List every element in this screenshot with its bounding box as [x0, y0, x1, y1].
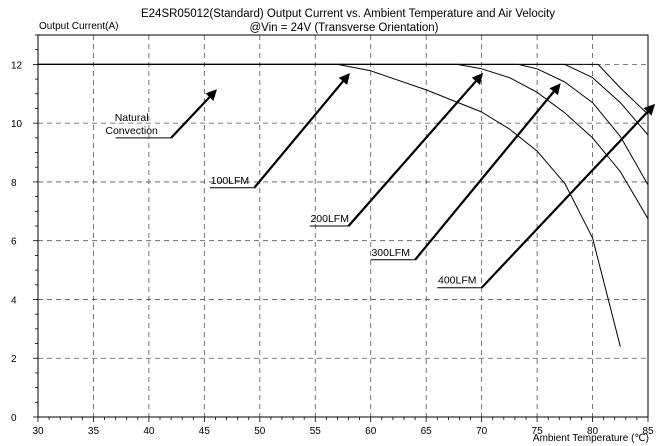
annotation-label: 300LFM [371, 247, 410, 259]
series-line-100lfm [38, 63, 648, 219]
annotation-4: 400LFM [437, 103, 656, 289]
x-tick-label: 65 [421, 426, 433, 437]
x-tick-label: 35 [88, 426, 100, 437]
annotation-arrow [347, 73, 484, 227]
annotation-arrow [480, 103, 656, 289]
annotation-arrow [414, 83, 561, 261]
tick-labels: 30 35 40 45 50 55 60 65 70 75 80 85 0 2 4 6 8 10 12 [11, 60, 654, 437]
series-lines [38, 63, 648, 347]
annotation-label: 100LFM [211, 175, 250, 187]
x-tick-label: 85 [642, 426, 654, 437]
y-tick-label: 10 [11, 119, 23, 130]
y-tick-label: 4 [11, 295, 17, 306]
annotation-3: 300LFM [370, 83, 561, 261]
y-tick-label: 6 [11, 237, 17, 248]
chart-subtitle: @Vin = 24V (Transverse Orientation) [249, 22, 438, 34]
x-tick-label: 55 [310, 426, 322, 437]
annotation-2: 200LFM [309, 73, 484, 227]
x-tick-label: 80 [587, 426, 599, 437]
annotation-1: 100LFM [209, 72, 350, 189]
annotation-arrow [170, 89, 217, 139]
x-tick-label: 70 [476, 426, 488, 437]
annotation-label: 200LFM [310, 213, 349, 225]
y-tick-label: 0 [11, 413, 17, 424]
axes [33, 34, 649, 422]
x-tick-label: 50 [254, 426, 266, 437]
series-400lfm [38, 63, 648, 115]
series-line-natural-convection [38, 63, 621, 347]
x-axis-label: Ambient Temperature (℃) [533, 433, 649, 444]
series-100lfm [38, 63, 648, 219]
x-tick-label: 60 [365, 426, 377, 437]
y-tick-label: 12 [11, 60, 23, 71]
annotation-label: Convection [105, 125, 158, 137]
series-line-400lfm [38, 63, 648, 115]
x-tick-label: 40 [143, 426, 155, 437]
y-axis-label: Output Current(A) [39, 21, 118, 32]
annotation-label: 400LFM [438, 275, 477, 287]
y-tick-label: 2 [11, 354, 17, 365]
annotation-arrow [253, 72, 350, 189]
chart-title: E24SR05012(Standard) Output Current vs. … [141, 8, 555, 20]
annotation-label: Natural [115, 112, 149, 124]
x-tick-label: 75 [532, 426, 544, 437]
y-tick-label: 8 [11, 178, 17, 189]
x-tick-label: 30 [32, 426, 44, 437]
x-tick-label: 45 [199, 426, 211, 437]
series-natural-convection [38, 63, 621, 347]
